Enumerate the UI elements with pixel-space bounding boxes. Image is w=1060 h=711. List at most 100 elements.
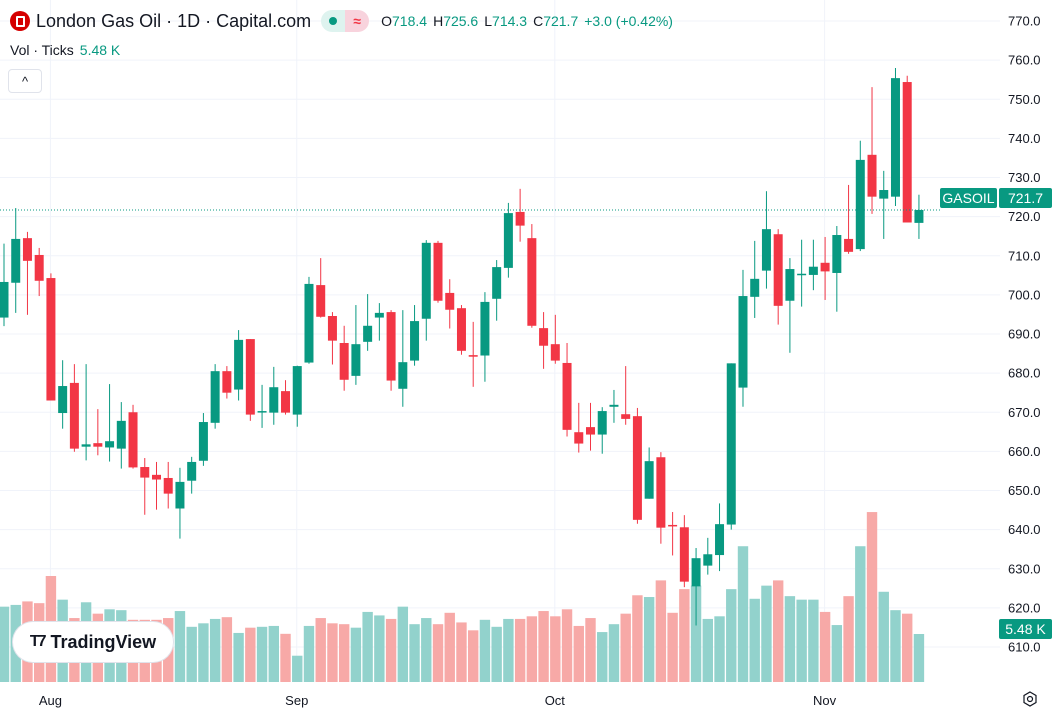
settings-icon[interactable] [1022, 691, 1038, 707]
grid [0, 0, 1000, 682]
candle-body [151, 474, 161, 480]
candle-body [421, 242, 431, 319]
candle-body [867, 154, 877, 197]
candle-body [820, 262, 830, 272]
volume-bar [174, 611, 186, 682]
volume-bar [456, 622, 467, 682]
volume-bar [726, 589, 737, 682]
symbol-price-tag: GASOIL [940, 188, 997, 208]
candle-body [562, 362, 572, 430]
price-tick-label: 690.0 [1008, 327, 1041, 342]
price-tick-label: 610.0 [1008, 640, 1041, 655]
candle-body [550, 344, 560, 361]
volume-value: 5.48 K [79, 42, 121, 58]
volume-bar [597, 632, 608, 682]
candle-body [245, 339, 255, 415]
candle-body [222, 371, 232, 393]
volume-tag: 5.48 K [999, 619, 1052, 639]
candle-body [773, 234, 783, 306]
market-status-pill[interactable]: ≈ [321, 10, 370, 32]
volume-bar [679, 589, 690, 682]
candle-body [832, 235, 842, 273]
high-value: 725.6 [443, 13, 479, 29]
candle-body [515, 211, 525, 226]
candle-body [679, 527, 689, 582]
candle-body [257, 411, 267, 413]
volume-bar [632, 595, 643, 682]
volume-bar [409, 624, 420, 682]
candle-body [797, 273, 807, 276]
volume-bar [561, 609, 573, 682]
time-tick-label: Aug [39, 693, 62, 708]
volume-bar [444, 612, 455, 682]
candle-body [0, 281, 9, 318]
candle-body [726, 363, 736, 525]
chart-legend: London Gas Oil · 1D · Capital.com ≈ O718… [10, 8, 673, 34]
candle-body [234, 339, 244, 390]
price-tick-label: 660.0 [1008, 444, 1041, 459]
candle-body [22, 238, 32, 261]
volume-tag-text: 5.48 K [1005, 621, 1046, 637]
time-tick-label: Nov [813, 693, 837, 708]
candle-body [105, 441, 115, 448]
volume-bar [702, 618, 713, 682]
close-label: C [533, 13, 544, 29]
candle-body [703, 554, 713, 566]
candle-body [140, 467, 150, 478]
symbol-title[interactable]: London Gas Oil · 1D · Capital.com [36, 10, 312, 31]
volume-bar [280, 633, 291, 682]
price-axis: 770.0 760.0 750.0 740.0 730.0 720.0 710.0 700.0… [1008, 14, 1041, 655]
volume-bar [233, 632, 244, 682]
volume-legend[interactable]: Vol · Ticks 5.48 K [10, 42, 120, 58]
time-tick-label: Oct [545, 693, 566, 708]
tradingview-logo-icon: T7 [29, 633, 47, 650]
volume-bar [655, 580, 667, 682]
volume-bar [256, 626, 268, 682]
volume-bar [737, 546, 749, 682]
volume-bar [819, 611, 831, 682]
volume-bar [221, 617, 233, 682]
volume-bar [608, 624, 620, 682]
candle-body [855, 159, 865, 250]
volume-bar [902, 613, 913, 682]
price-tick-label: 670.0 [1008, 405, 1041, 420]
volume-bar [878, 591, 889, 682]
volume-bar [491, 626, 502, 682]
volume-bar [421, 618, 432, 682]
candles [0, 67, 924, 626]
volume-bar [808, 599, 819, 682]
low-value: 714.3 [492, 13, 528, 29]
candle-body [445, 292, 455, 310]
volume-bar [186, 626, 197, 682]
candle-body [890, 78, 900, 197]
tradingview-watermark[interactable]: T7 TradingView [13, 622, 173, 662]
price-tick-label: 630.0 [1008, 561, 1041, 576]
candle-body [586, 427, 595, 435]
candle-body [527, 238, 537, 326]
candle-body [69, 382, 79, 449]
collapse-legend-button[interactable]: ^ [8, 69, 42, 93]
price-tick-label: 620.0 [1008, 600, 1041, 615]
price-tick-label: 730.0 [1008, 170, 1041, 185]
volume-bar [303, 625, 315, 682]
time-tick-label: Sep [285, 693, 308, 708]
volume-bar [796, 599, 807, 682]
candle-body [632, 416, 642, 520]
volume-bar [327, 623, 338, 682]
candle-body [386, 312, 396, 381]
volume-bar [643, 597, 655, 682]
volume-bar [749, 598, 760, 682]
volume-bar [855, 546, 866, 682]
volume-bar [843, 596, 854, 682]
price-tick-label: 770.0 [1008, 14, 1041, 29]
candle-body [738, 296, 748, 388]
volume-bar [585, 618, 596, 682]
volume-bar [831, 625, 843, 682]
price-tick-label: 750.0 [1008, 92, 1041, 107]
change-value: +3.0 (+0.42%) [584, 13, 673, 29]
candle-body [621, 414, 631, 419]
symbol-logo-icon [10, 11, 30, 31]
price-tick-label: 740.0 [1008, 131, 1041, 146]
volume-bar [468, 630, 479, 682]
